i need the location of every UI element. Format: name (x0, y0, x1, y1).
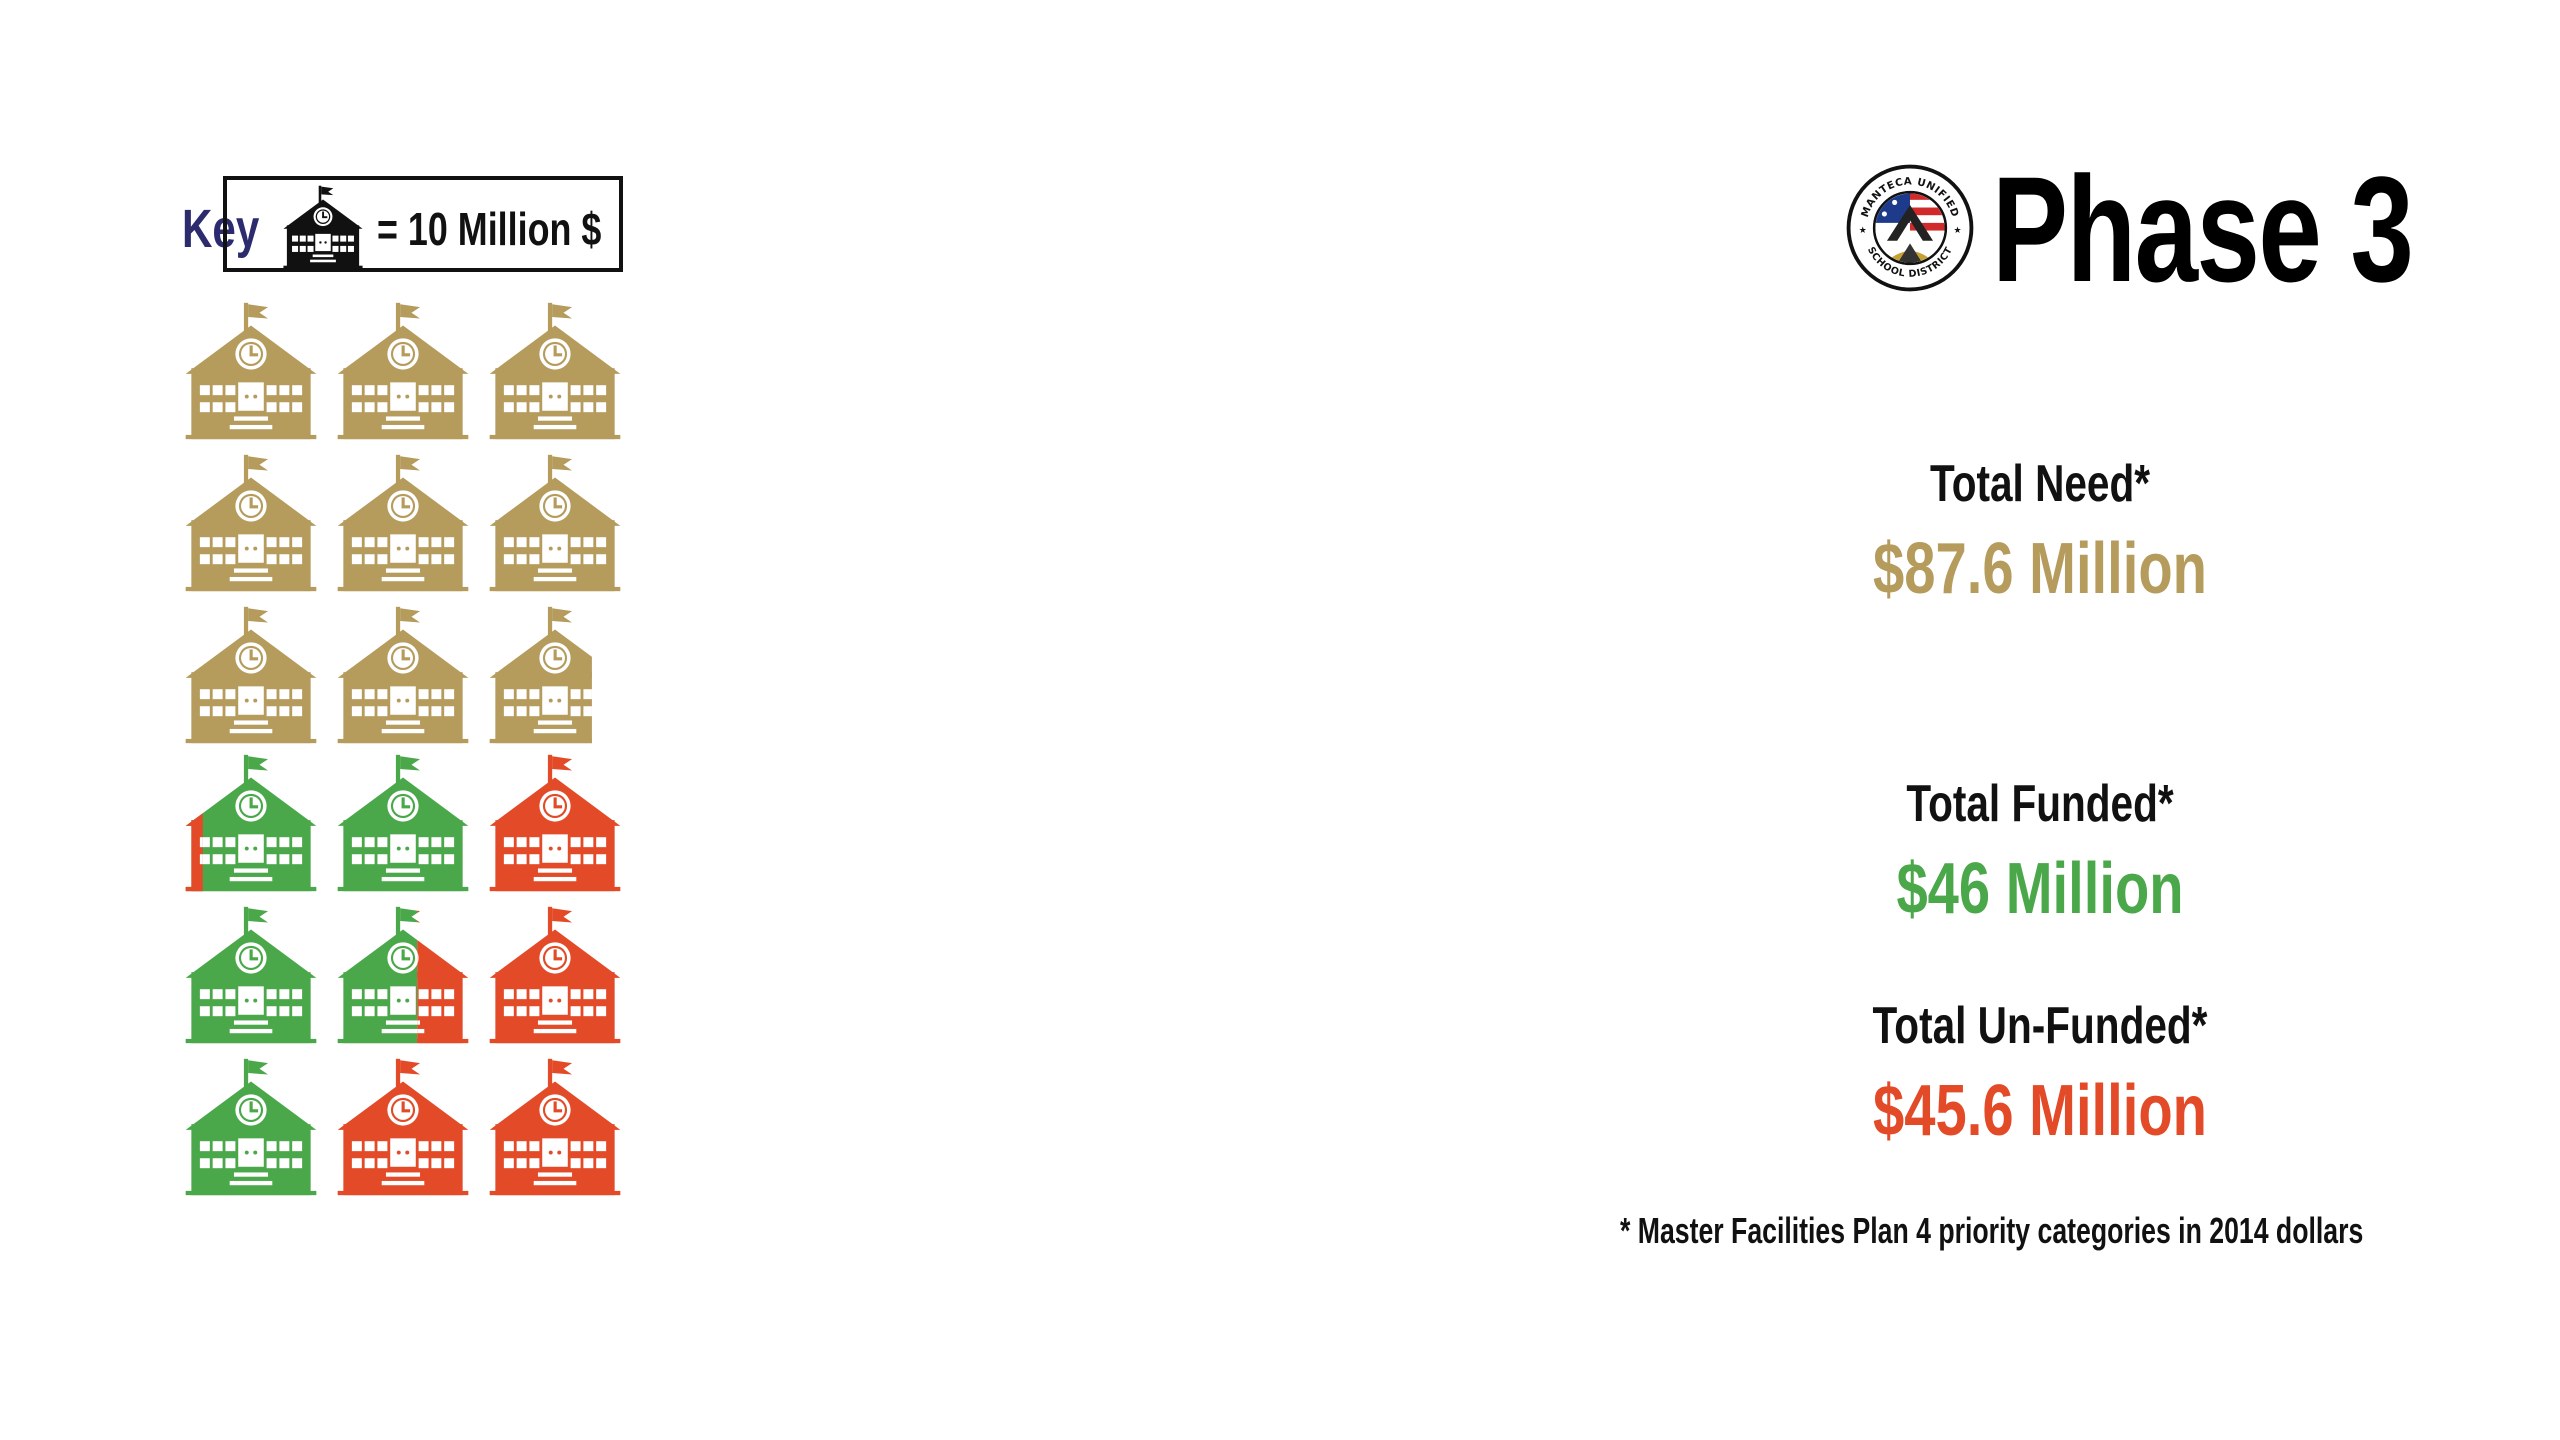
need-icon (185, 454, 317, 592)
svg-text:★: ★ (1859, 226, 1867, 236)
need-icon (337, 454, 469, 592)
unfunded-icon (185, 813, 203, 892)
unfunded-icon (337, 1058, 469, 1196)
district-logo: MANTECA UNIFIED SCHOOL DISTRICT ★ ★ (1846, 164, 1974, 292)
unfunded-icon (489, 754, 621, 892)
unfunded-icon (489, 1058, 621, 1196)
need-icon (489, 454, 621, 592)
key-value-text: = 10 Million $ (377, 203, 602, 255)
need-icon (489, 606, 592, 744)
need-icon (185, 302, 317, 440)
need-icon (337, 606, 469, 744)
svg-text:★: ★ (1954, 226, 1962, 236)
page-title: Phase 3 (1992, 145, 2414, 313)
school-icon (283, 185, 363, 269)
unfunded-icon (489, 906, 621, 1044)
need-icon (337, 302, 469, 440)
funded-icon (185, 754, 317, 892)
need-icon (185, 606, 317, 744)
funded-icon (185, 906, 317, 1044)
key-box: = 10 Million $ (223, 176, 623, 272)
footnote: * Master Facilities Plan 4 priority cate… (1620, 1210, 2364, 1251)
funded-unfunded-split-icon (337, 906, 469, 1044)
need-icon (489, 302, 621, 440)
funded-icon (337, 754, 469, 892)
funded-icon (185, 1058, 317, 1196)
key-label: Key (182, 199, 260, 259)
pictograph-grid (180, 300, 640, 1200)
